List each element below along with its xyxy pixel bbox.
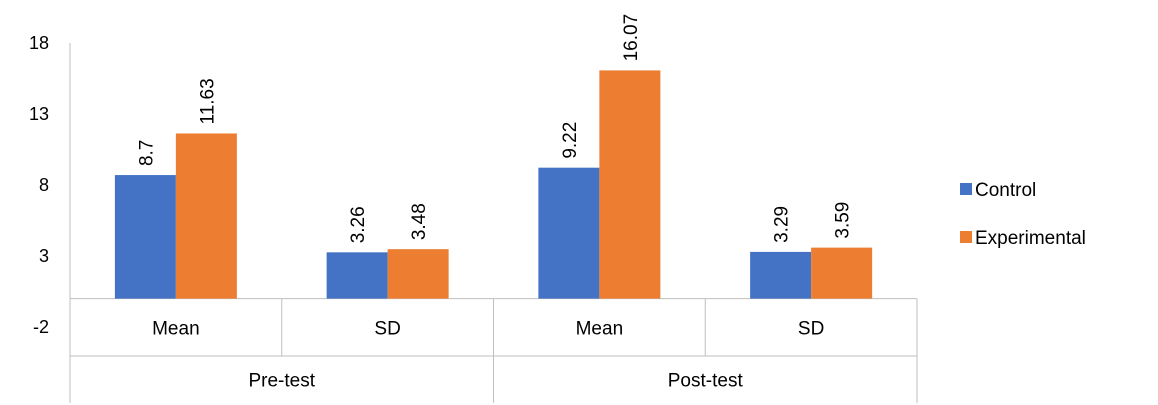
legend-swatch: [960, 183, 972, 195]
bar: [326, 252, 388, 299]
data-label: 3.48: [409, 203, 430, 240]
bar: [175, 133, 237, 299]
category-label: SD: [374, 318, 400, 339]
y-tick-label: -2: [33, 317, 49, 337]
data-label: 3.26: [348, 206, 369, 243]
data-label: 3.29: [772, 206, 793, 243]
legend: Control Experimental: [960, 180, 1086, 249]
legend-item-label: Experimental: [975, 228, 1086, 249]
data-label: 16.07: [621, 14, 642, 62]
y-tick-label: 3: [39, 246, 49, 266]
bar: [750, 251, 812, 299]
data-label: 3.59: [833, 202, 854, 239]
y-tick-label: 8: [39, 175, 49, 195]
group-label: Pre-test: [248, 371, 315, 392]
category-label: Mean: [576, 318, 624, 339]
bar: [811, 247, 873, 299]
category-label: Mean: [152, 318, 200, 339]
y-axis: 18 13 8 3 -2: [29, 33, 49, 337]
y-tick-label: 18: [29, 33, 49, 53]
data-label: 8.7: [136, 140, 157, 166]
category-label: SD: [798, 318, 824, 339]
legend-swatch: [960, 231, 972, 243]
legend-item-label: Control: [975, 180, 1036, 201]
y-tick-label: 13: [29, 104, 49, 124]
bar: [599, 70, 661, 299]
bar: [538, 167, 600, 299]
data-label: 9.22: [560, 122, 581, 159]
bar: [387, 249, 449, 299]
x-axis: Mean SD Mean SD Pre-test Post-test: [152, 318, 824, 391]
bar: [114, 175, 176, 299]
data-label: 11.63: [197, 78, 218, 124]
plot-area: 8.7 3.26 9.22 3.29 11.63 3.48 16.07 3.59: [114, 14, 873, 299]
group-label: Post-test: [668, 371, 744, 392]
